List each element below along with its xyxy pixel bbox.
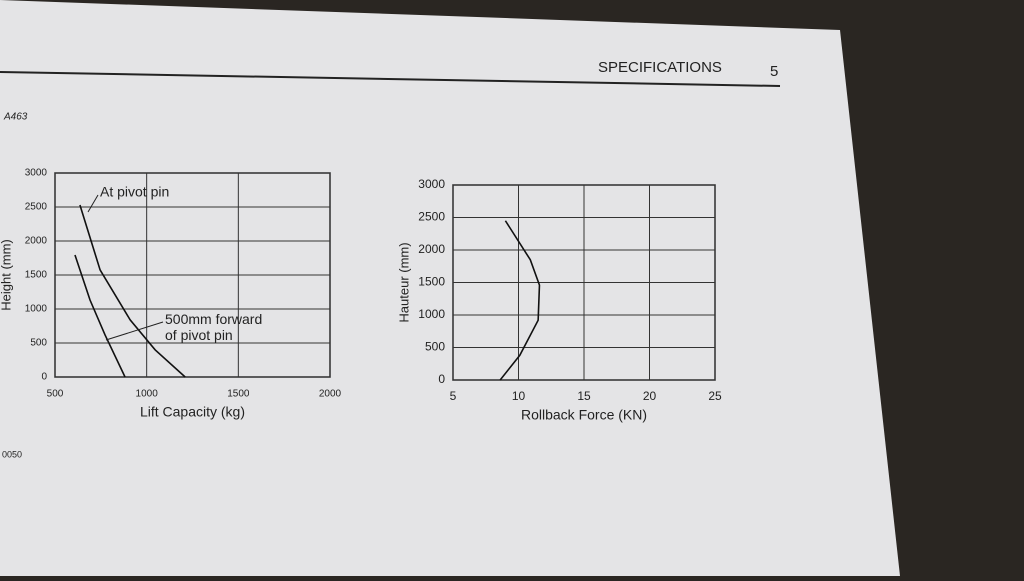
series-line xyxy=(79,204,186,378)
x-axis-label: Rollback Force (KN) xyxy=(521,407,647,423)
series-label: At pivot pin xyxy=(100,184,169,200)
paper xyxy=(0,0,900,576)
y-tick-label: 500 xyxy=(425,340,445,354)
y-tick-label: 500 xyxy=(30,338,47,349)
y-tick-label: 2500 xyxy=(25,202,48,213)
footer-code: 0050 xyxy=(2,449,22,459)
y-tick-label: 3000 xyxy=(418,177,445,191)
leader-line xyxy=(87,194,99,213)
x-tick-label: 1000 xyxy=(136,389,159,400)
figure-code: A463 xyxy=(3,112,28,123)
series-line xyxy=(499,220,541,381)
y-tick-label: 1000 xyxy=(25,304,48,315)
y-tick-label: 0 xyxy=(41,372,47,383)
y-tick-label: 1000 xyxy=(418,307,445,321)
y-tick-label: 1500 xyxy=(418,275,445,289)
series-label: 500mm forward of pivot pin xyxy=(165,311,262,343)
page-number: 5 xyxy=(770,63,778,80)
y-tick-label: 2000 xyxy=(418,242,445,256)
series-line xyxy=(74,254,126,378)
leader-line xyxy=(105,321,164,341)
x-tick-label: 10 xyxy=(512,389,526,403)
x-tick-label: 1500 xyxy=(227,389,250,400)
y-tick-label: 3000 xyxy=(25,168,48,179)
x-tick-label: 20 xyxy=(643,389,657,403)
x-tick-label: 5 xyxy=(450,389,457,403)
y-tick-label: 0 xyxy=(438,372,445,386)
y-tick-label: 1500 xyxy=(25,270,48,281)
y-tick-label: 2000 xyxy=(25,236,48,247)
y-tick-label: 2500 xyxy=(418,210,445,224)
y-axis-label: Height (mm) xyxy=(0,239,13,311)
x-tick-label: 15 xyxy=(577,389,591,403)
header-rule xyxy=(0,71,781,87)
header-title: SPECIFICATIONS xyxy=(598,59,722,76)
y-axis-label: Hauteur (mm) xyxy=(396,242,411,322)
x-tick-label: 2000 xyxy=(319,389,342,400)
x-axis-label: Lift Capacity (kg) xyxy=(140,404,245,420)
x-tick-label: 25 xyxy=(708,389,722,403)
x-tick-label: 500 xyxy=(47,389,64,400)
